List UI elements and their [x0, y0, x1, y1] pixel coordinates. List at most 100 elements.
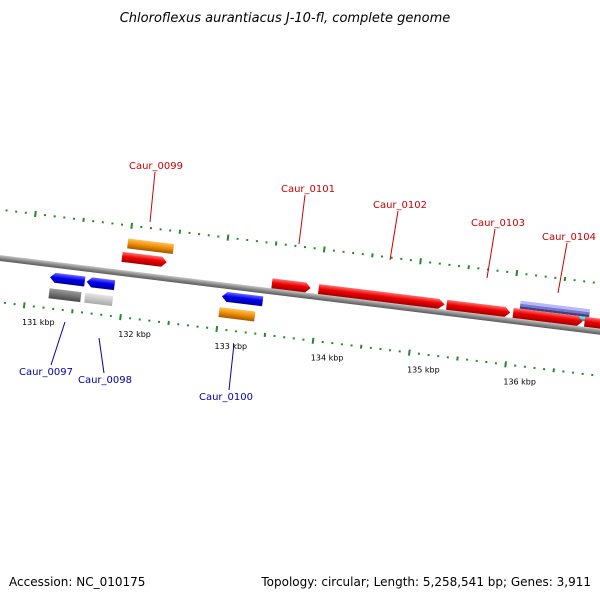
- upper-tick: [332, 249, 336, 252]
- cds-caur-0103[interactable]: [446, 299, 511, 318]
- label-caur-0101[interactable]: Caur_0101: [281, 184, 335, 195]
- lower-tick: [417, 352, 421, 355]
- lower-tick: [283, 336, 286, 339]
- upper-tick: [15, 210, 18, 213]
- lower-tick: [3, 301, 7, 305]
- label-caur-0098[interactable]: Caur_0098: [78, 375, 132, 386]
- cds-caur-0101[interactable]: [271, 278, 311, 293]
- upper-tick: [457, 264, 461, 268]
- upper-tick: [400, 257, 403, 261]
- label-caur-0100[interactable]: Caur_0100: [199, 392, 253, 403]
- lower-tick: [177, 323, 180, 326]
- map-title: Chloroflexus aurantiacus J-10-fl, comple…: [120, 11, 451, 26]
- lower-tick: [32, 305, 35, 308]
- map-track-group: 131 kbp 132 kbp 133 kbp 134 kbp 135 kbp 136 k…: [0, 209, 600, 398]
- lower-tick: [196, 325, 199, 328]
- lower-tick: [552, 368, 555, 373]
- lower-tick: [100, 313, 103, 316]
- upper-tick: [583, 280, 586, 283]
- lower-tick: [504, 361, 507, 368]
- leader-caur-0098: [98, 337, 105, 374]
- upper-tick: [361, 253, 364, 256]
- upper-tick: [409, 258, 413, 262]
- upper-tick: [178, 229, 182, 234]
- kbp-label: 135 kbp: [407, 365, 440, 374]
- lower-tick: [475, 359, 478, 362]
- upper-tick: [111, 222, 114, 225]
- lower-tick: [542, 368, 546, 371]
- rna-feature-caur-0100[interactable]: [218, 307, 256, 322]
- label-caur-0097[interactable]: Caur_0097: [19, 367, 73, 378]
- leader-caur-0102: [389, 210, 399, 261]
- upper-tick: [544, 275, 547, 278]
- lower-tick: [388, 349, 392, 352]
- upper-tick: [534, 274, 538, 277]
- pseudogene-caur-0097[interactable]: [48, 288, 82, 303]
- lower-tick: [523, 365, 526, 368]
- lower-tick: [427, 353, 430, 357]
- leader-caur-0097: [50, 321, 66, 366]
- cds-caur-0106-partial[interactable]: [583, 316, 600, 330]
- lower-tick: [465, 358, 469, 361]
- lower-tick: [42, 306, 45, 309]
- lower-tick: [571, 371, 575, 374]
- upper-tick: [63, 216, 66, 219]
- upper-tick: [217, 235, 220, 238]
- upper-tick: [467, 265, 470, 270]
- rna-feature-caur-0099[interactable]: [127, 238, 174, 255]
- kbp-label: 134 kbp: [311, 354, 344, 363]
- lower-tick: [369, 346, 372, 349]
- lower-tick: [206, 326, 209, 329]
- upper-tick: [419, 258, 422, 265]
- upper-tick: [207, 234, 210, 237]
- lower-tick-row: [3, 301, 594, 377]
- lower-tick: [263, 332, 267, 337]
- kbp-label: 136 kbp: [503, 377, 536, 386]
- cds-caur-0097[interactable]: [49, 272, 86, 287]
- lower-tick: [71, 309, 74, 314]
- cds-caur-0102[interactable]: [317, 284, 445, 309]
- lower-tick: [321, 340, 324, 344]
- upper-tick: [149, 227, 153, 230]
- lower-tick: [148, 319, 151, 322]
- label-caur-0099[interactable]: Caur_0099: [129, 161, 183, 172]
- lower-tick: [331, 342, 334, 345]
- upper-tick: [5, 209, 8, 212]
- lower-tick: [13, 303, 16, 306]
- lower-gene-labels: Caur_0097 Caur_0098 Caur_0100: [19, 321, 253, 403]
- lower-tick: [340, 343, 344, 346]
- upper-tick: [188, 231, 191, 235]
- leader-caur-0103: [486, 228, 496, 279]
- cds-caur-0099[interactable]: [121, 251, 167, 267]
- upper-tick: [342, 250, 345, 253]
- upper-tick: [303, 245, 307, 249]
- upper-tick: [592, 281, 595, 284]
- upper-tick: [197, 232, 201, 236]
- lower-tick: [398, 350, 401, 353]
- upper-tick: [554, 276, 557, 279]
- lower-tick: [129, 317, 132, 320]
- lower-tick: [446, 356, 449, 359]
- lower-tick: [591, 373, 594, 377]
- upper-tick: [525, 273, 528, 276]
- upper-tick: [255, 240, 258, 243]
- upper-tick: [140, 225, 143, 229]
- leader-caur-0100: [228, 343, 235, 391]
- label-caur-0102[interactable]: Caur_0102: [373, 200, 427, 211]
- accession-text: Accession: NC_010175: [9, 575, 145, 589]
- lower-tick: [311, 337, 315, 344]
- upper-tick: [34, 210, 37, 218]
- upper-tick: [438, 262, 441, 265]
- cds-caur-0100[interactable]: [221, 291, 264, 307]
- lower-tick: [514, 364, 517, 367]
- label-caur-0104[interactable]: Caur_0104: [542, 232, 596, 243]
- upper-tick: [380, 255, 384, 258]
- upper-tick: [265, 241, 268, 244]
- lower-tick: [254, 332, 257, 335]
- cds-caur-0105[interactable]: [512, 307, 584, 326]
- upper-tick: [274, 241, 278, 246]
- cds-caur-0098[interactable]: [86, 277, 116, 291]
- lower-tick: [80, 311, 84, 314]
- pseudogene-caur-0098[interactable]: [84, 292, 114, 307]
- label-caur-0103[interactable]: Caur_0103: [471, 218, 525, 229]
